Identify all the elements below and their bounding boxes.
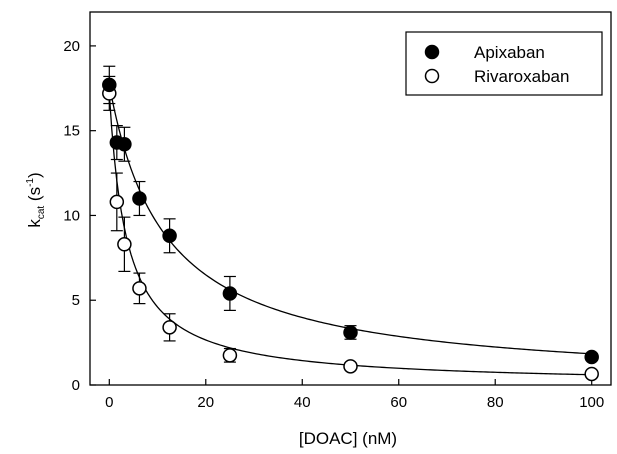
y-tick-label: 0 bbox=[72, 377, 80, 394]
x-tick-label: 80 bbox=[487, 394, 504, 411]
legend-box bbox=[405, 31, 603, 96]
y-tick-label: 10 bbox=[63, 207, 80, 224]
data-point-rivaroxaban bbox=[109, 194, 125, 210]
x-axis-title: [DOAC] (nM) bbox=[299, 429, 397, 448]
data-point-rivaroxaban bbox=[222, 348, 238, 363]
data-point-apixaban bbox=[584, 349, 599, 365]
y-axis: 0 5 10 15 20 bbox=[63, 38, 96, 394]
data-point-rivaroxaban bbox=[343, 359, 358, 374]
y-axis-title-main: k bbox=[25, 219, 44, 228]
y-axis-title-superscript: -1 bbox=[25, 178, 36, 187]
data-point-rivaroxaban bbox=[162, 320, 177, 335]
x-tick-label: 60 bbox=[390, 394, 407, 411]
legend-marker-apixaban bbox=[424, 44, 440, 60]
data-point-apixaban bbox=[162, 228, 177, 244]
y-axis-title-unit-close: ) bbox=[25, 172, 44, 178]
legend: Apixaban Rivaroxaban bbox=[405, 31, 603, 96]
data-point-apixaban bbox=[132, 191, 147, 206]
x-tick-label: 100 bbox=[579, 394, 604, 411]
x-tick-label: 20 bbox=[197, 394, 214, 411]
data-point-apixaban bbox=[102, 77, 117, 93]
y-axis-title-subscript: cat bbox=[36, 206, 47, 220]
data-point-apixaban bbox=[222, 286, 238, 301]
x-tick-label: 40 bbox=[294, 394, 311, 411]
data-point-apixaban bbox=[117, 136, 132, 152]
y-axis-title-unit: (s bbox=[25, 187, 44, 206]
fit-curve-apixaban bbox=[108, 84, 592, 355]
x-axis: 0 20 40 60 80 100 bbox=[105, 379, 604, 411]
y-tick-label: 20 bbox=[63, 38, 80, 55]
data-point-rivaroxaban bbox=[584, 366, 599, 382]
legend-marker-rivaroxaban bbox=[424, 68, 440, 84]
plot-frame bbox=[89, 11, 612, 386]
y-tick-label: 15 bbox=[63, 123, 80, 140]
data-point-rivaroxaban bbox=[117, 237, 132, 252]
y-tick-label: 5 bbox=[72, 292, 80, 309]
legend-label-apixaban: Apixaban bbox=[474, 43, 545, 62]
y-axis-title: kcat (s-1) bbox=[25, 172, 47, 227]
data-point-rivaroxaban bbox=[132, 281, 147, 296]
legend-label-rivaroxaban: Rivaroxaban bbox=[474, 67, 569, 86]
x-tick-label: 0 bbox=[105, 394, 113, 411]
data-points bbox=[102, 77, 599, 382]
data-point-apixaban bbox=[343, 325, 358, 340]
